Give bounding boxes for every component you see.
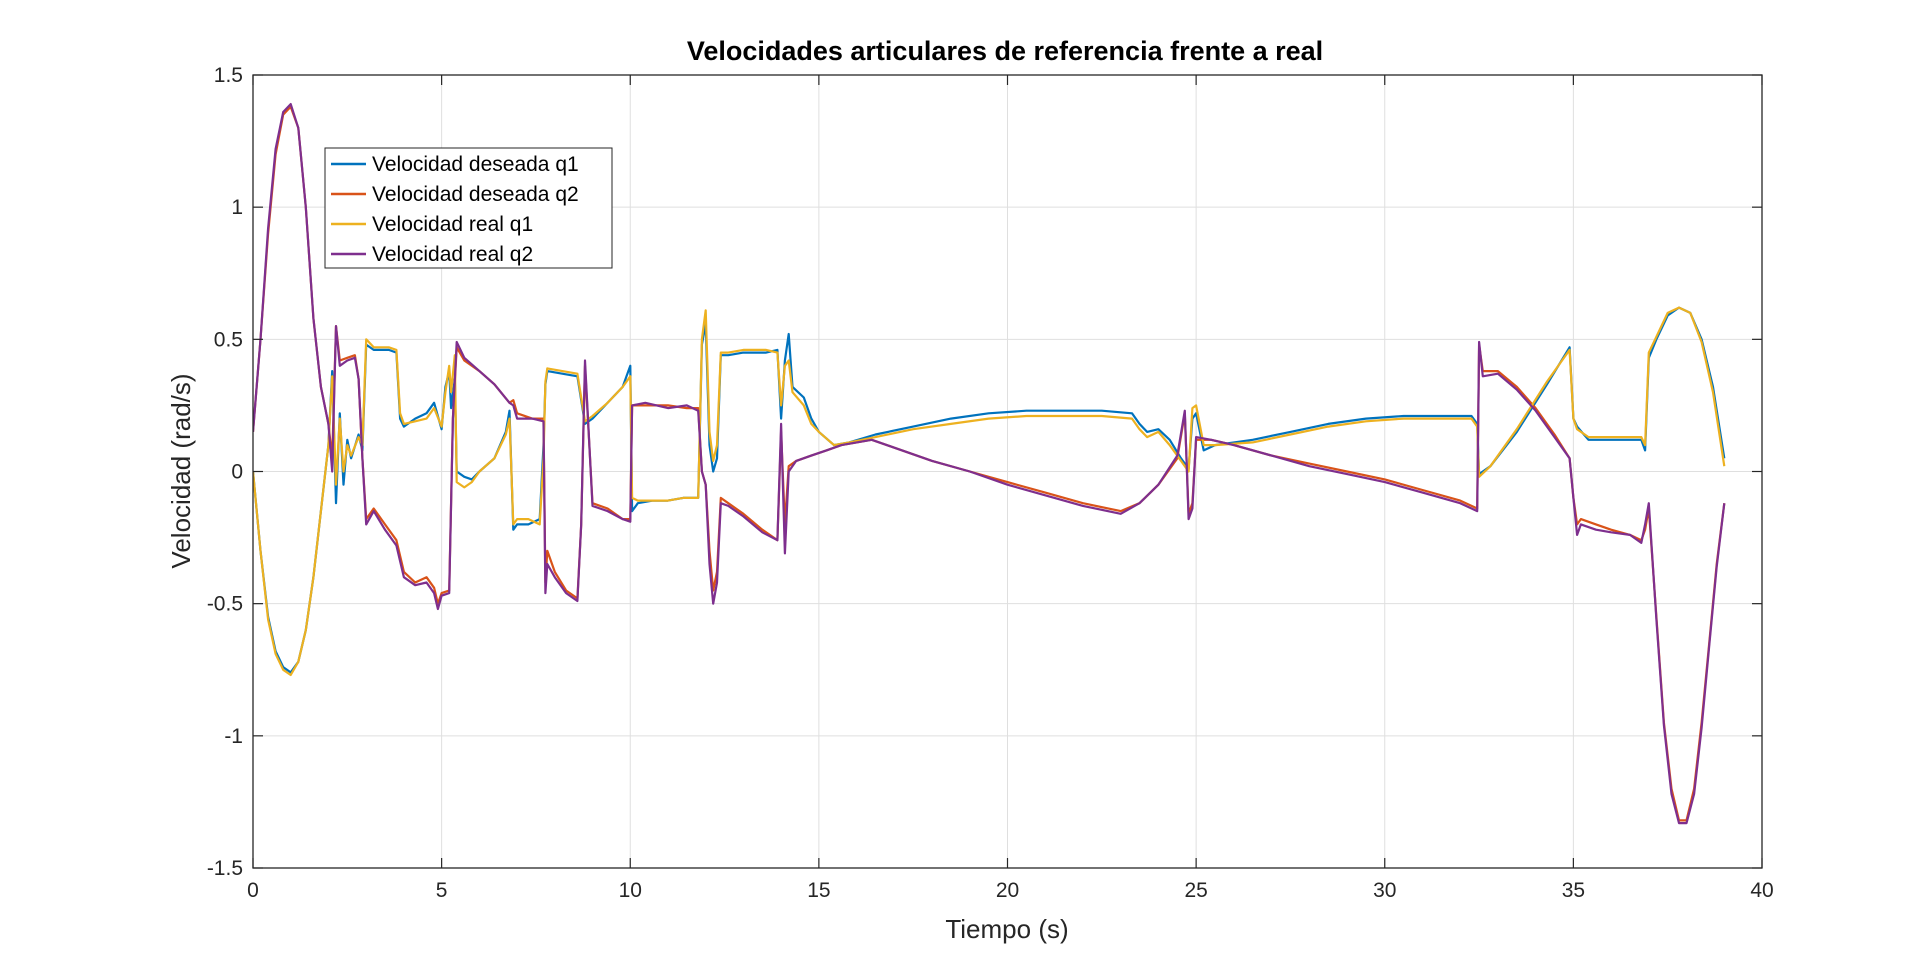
- x-axis-label: Tiempo (s): [945, 914, 1068, 944]
- legend-label-4: Velocidad real q2: [372, 243, 533, 266]
- y-tick-label: -1.5: [207, 857, 243, 880]
- y-tick-label: 0.5: [214, 328, 243, 351]
- x-tick-label: 25: [1184, 879, 1207, 902]
- series-line-2: [253, 105, 1726, 822]
- y-tick-label: 1: [231, 196, 243, 219]
- ticks: [252, 74, 1763, 869]
- x-tick-label: 20: [996, 879, 1019, 902]
- y-tick-label: 0: [231, 461, 243, 484]
- legend-label-3: Velocidad real q1: [372, 213, 533, 236]
- series-line-3: [253, 306, 1726, 677]
- x-tick-label: 0: [247, 879, 259, 902]
- series-line-4: [253, 103, 1726, 825]
- y-tick-label: -0.5: [207, 593, 243, 616]
- x-tick-label: 15: [807, 879, 830, 902]
- tick-labels: 0 5 10 15 20 25 30 35 40 -1.5 -1 -0.5 0 0.5 1 1.5: [207, 64, 1774, 902]
- series-layer: [253, 103, 1726, 825]
- y-tick-label: 1.5: [214, 64, 243, 87]
- x-tick-label: 40: [1750, 879, 1773, 902]
- legend-box: [324, 147, 613, 269]
- x-tick-label: 30: [1373, 879, 1396, 902]
- legend-label-2: Velocidad deseada q2: [372, 183, 579, 206]
- legend-label-1: Velocidad deseada q1: [372, 153, 579, 176]
- legend: Velocidad deseada q1 Velocidad deseada q2…: [324, 147, 613, 269]
- x-tick-label: 10: [619, 879, 642, 902]
- y-tick-label: -1: [224, 725, 243, 748]
- x-tick-label: 5: [436, 879, 448, 902]
- y-axis-label: Velocidad (rad/s): [166, 373, 196, 568]
- chart-title: Velocidades articulares de referencia fr…: [687, 36, 1323, 66]
- x-tick-label: 35: [1562, 879, 1585, 902]
